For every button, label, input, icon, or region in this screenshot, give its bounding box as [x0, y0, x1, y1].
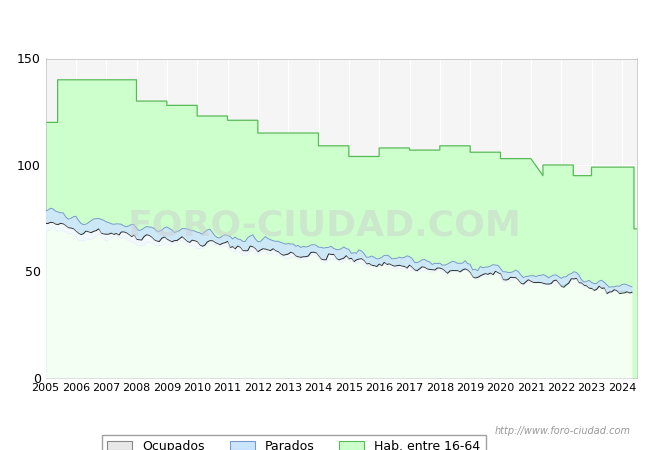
- Text: Corbillos de los Oteros - Evolucion de la poblacion en edad de Trabajar Mayo de : Corbillos de los Oteros - Evolucion de l…: [0, 19, 650, 35]
- Legend: Ocupados, Parados, Hab. entre 16-64: Ocupados, Parados, Hab. entre 16-64: [102, 435, 486, 450]
- Text: FORO-CIUDAD.COM: FORO-CIUDAD.COM: [128, 208, 522, 242]
- Text: http://www.foro-ciudad.com: http://www.foro-ciudad.com: [495, 427, 630, 436]
